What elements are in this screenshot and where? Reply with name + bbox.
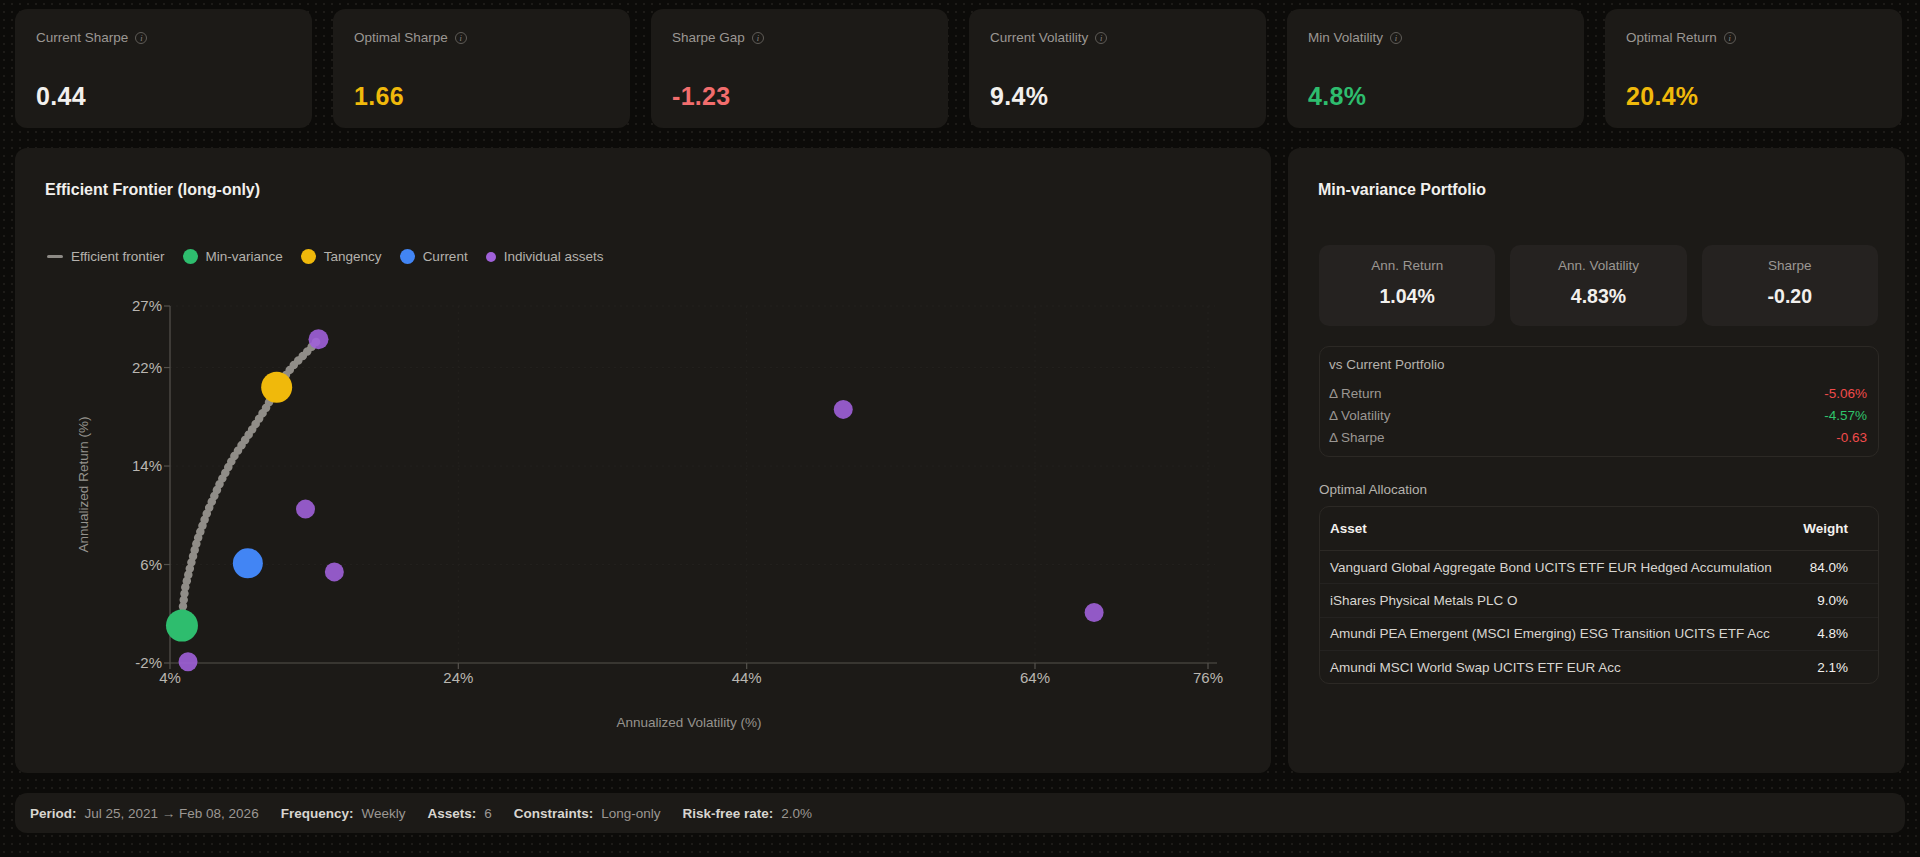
footer-period: Period:Jul 25, 2021 → Feb 08, 2026 — [30, 806, 259, 821]
kpi-card-current-sharpe: Current Sharpe i 0.44 — [15, 9, 312, 128]
info-icon[interactable]: i — [1724, 32, 1736, 44]
svg-text:76%: 76% — [1193, 669, 1223, 686]
min-variance-portfolio-panel: Min-variance Portfolio Ann. Return 1.04%… — [1288, 148, 1905, 773]
delta-return-row: Δ Return-5.06% — [1328, 383, 1867, 404]
svg-text:44%: 44% — [732, 669, 762, 686]
table-row[interactable]: Amundi MSCI World Swap UCITS ETF EUR Acc… — [1320, 651, 1878, 684]
stat-ann-volatility: Ann. Volatility 4.83% — [1510, 245, 1686, 326]
kpi-value: 20.4% — [1626, 82, 1698, 111]
table-row[interactable]: Amundi PEA Emergent (MSCI Emerging) ESG … — [1320, 618, 1878, 651]
kpi-label: Sharpe Gap — [672, 30, 745, 45]
info-icon[interactable]: i — [1390, 32, 1402, 44]
svg-text:Annualized Return (%): Annualized Return (%) — [76, 417, 91, 553]
delta-sharpe-row: Δ Sharpe-0.63 — [1328, 427, 1867, 448]
stat-ann-return: Ann. Return 1.04% — [1319, 245, 1495, 326]
kpi-value: 9.4% — [990, 82, 1048, 111]
optimal-allocation-table: Asset Weight Vanguard Global Aggregate B… — [1319, 506, 1879, 684]
kpi-label: Optimal Return — [1626, 30, 1717, 45]
table-row[interactable]: iShares Physical Metals PLC O9.0% — [1320, 584, 1878, 617]
kpi-label: Current Volatility — [990, 30, 1088, 45]
kpi-label: Min Volatility — [1308, 30, 1383, 45]
info-icon[interactable]: i — [135, 32, 147, 44]
svg-text:14%: 14% — [132, 457, 162, 474]
kpi-value: 4.8% — [1308, 82, 1366, 111]
kpi-value: 1.66 — [354, 82, 404, 111]
footer-frequency: Frequency:Weekly — [281, 806, 406, 821]
svg-text:6%: 6% — [140, 556, 162, 573]
kpi-card-current-volatility: Current Volatility i 9.4% — [969, 9, 1266, 128]
portfolio-stats: Ann. Return 1.04% Ann. Volatility 4.83% … — [1319, 245, 1878, 326]
vs-title: vs Current Portfolio — [1328, 355, 1867, 375]
footer-constraints: Constraints:Long-only — [514, 806, 661, 821]
kpi-card-min-volatility: Min Volatility i 4.8% — [1287, 9, 1584, 128]
svg-text:27%: 27% — [132, 297, 162, 314]
kpi-card-optimal-sharpe: Optimal Sharpe i 1.66 — [333, 9, 630, 128]
svg-text:22%: 22% — [132, 359, 162, 376]
optimal-allocation-title: Optimal Allocation — [1319, 482, 1427, 497]
vs-current-portfolio-box: vs Current Portfolio Δ Return-5.06% Δ Vo… — [1319, 346, 1879, 457]
efficient-frontier-chart: -2% 6% 14% 22% 27% 4% 24% 44% 64% 76% Annualized V… — [15, 148, 1271, 773]
table-row[interactable]: Vanguard Global Aggregate Bond UCITS ETF… — [1320, 551, 1878, 584]
footer-assets: Assets:6 — [427, 806, 491, 821]
kpi-value: 0.44 — [36, 82, 86, 111]
stat-sharpe: Sharpe -0.20 — [1702, 245, 1878, 326]
info-icon[interactable]: i — [455, 32, 467, 44]
portfolio-title: Min-variance Portfolio — [1318, 181, 1486, 199]
svg-text:64%: 64% — [1020, 669, 1050, 686]
svg-text:4%: 4% — [159, 669, 181, 686]
info-icon[interactable]: i — [1095, 32, 1107, 44]
svg-text:-2%: -2% — [135, 654, 162, 671]
kpi-label: Current Sharpe — [36, 30, 128, 45]
delta-volatility-row: Δ Volatility-4.57% — [1328, 405, 1867, 426]
info-icon[interactable]: i — [752, 32, 764, 44]
allocation-table-header: Asset Weight — [1320, 507, 1878, 551]
footer-risk-free-rate: Risk-free rate:2.0% — [683, 806, 813, 821]
summary-footer-bar: Period:Jul 25, 2021 → Feb 08, 2026 Frequ… — [15, 793, 1905, 833]
efficient-frontier-panel: Efficient Frontier (long-only) Efficient… — [15, 148, 1271, 773]
svg-text:24%: 24% — [443, 669, 473, 686]
kpi-card-optimal-return: Optimal Return i 20.4% — [1605, 9, 1902, 128]
kpi-card-sharpe-gap: Sharpe Gap i -1.23 — [651, 9, 948, 128]
kpi-value: -1.23 — [672, 82, 730, 111]
kpi-label: Optimal Sharpe — [354, 30, 448, 45]
svg-text:Annualized Volatility (%): Annualized Volatility (%) — [617, 715, 762, 730]
